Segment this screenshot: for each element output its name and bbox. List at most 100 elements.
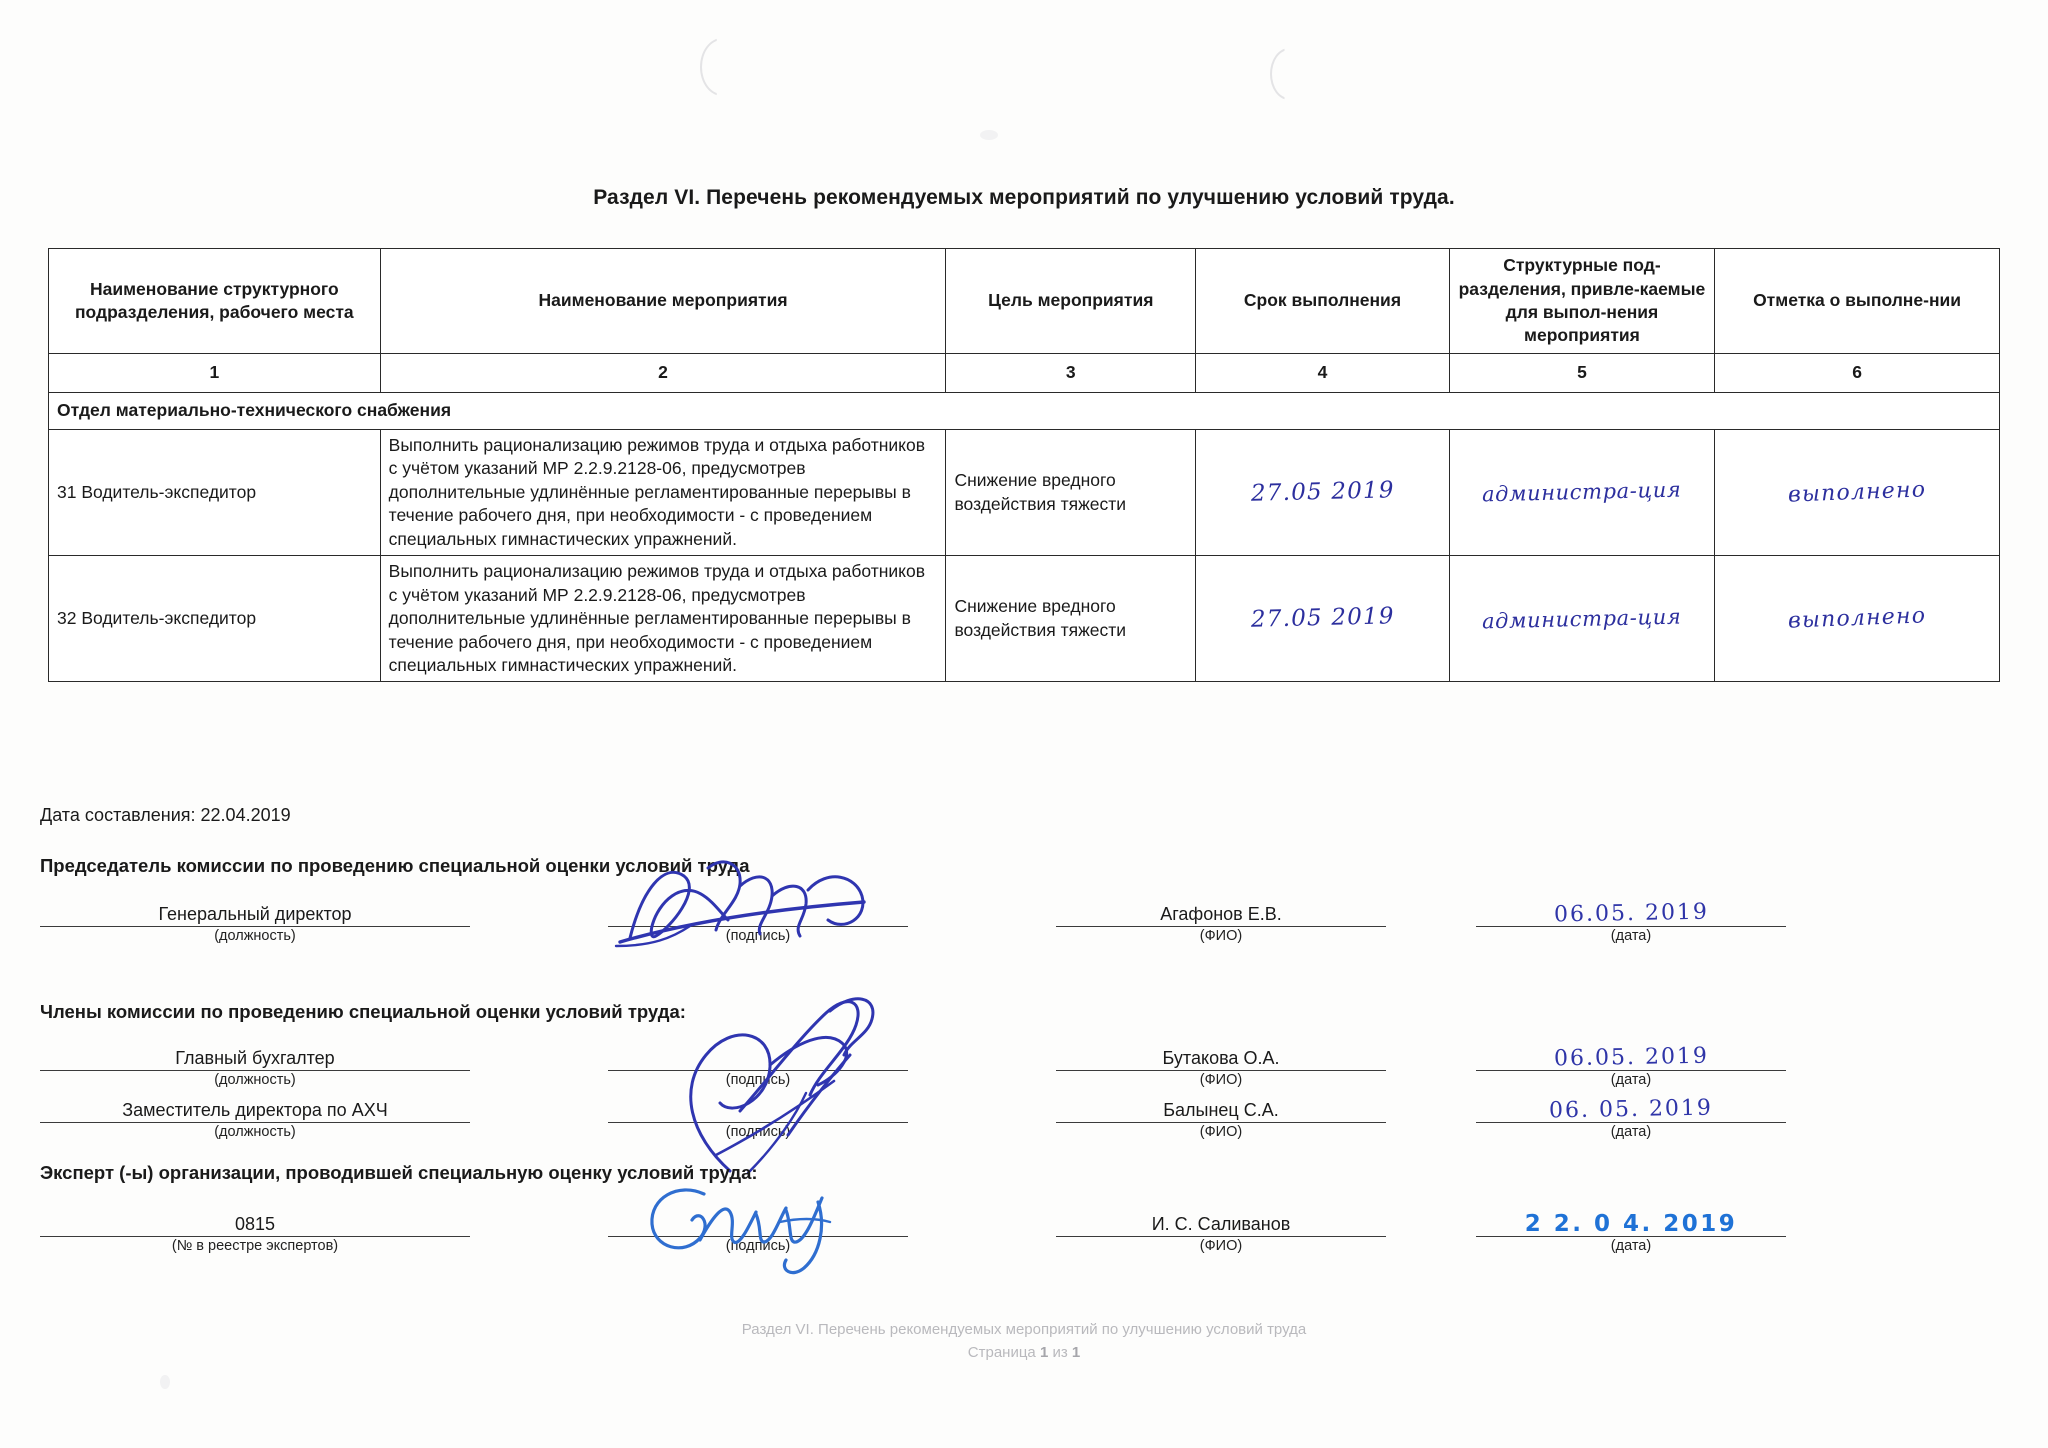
scan-artifact-arc — [700, 38, 717, 96]
column-number-6: 6 — [1714, 353, 2000, 393]
chairman-date-field: 06.05. 2019 (дата) — [1476, 899, 1786, 944]
table-header-row: Наименование структурного подразделения,… — [48, 248, 2000, 354]
signature-rule — [1056, 1236, 1386, 1237]
expert-signature-field: (подпись) — [608, 1212, 908, 1254]
date-caption: (дата) — [1610, 1238, 1652, 1254]
name-caption: (ФИО) — [1199, 1238, 1243, 1254]
signature-rule — [40, 926, 470, 927]
chairman-signature-mark — [608, 902, 908, 926]
signature-rule — [1476, 1236, 1786, 1237]
member-signature-row: Заместитель директора по АХЧ (должность)… — [40, 1095, 1786, 1140]
measures-table-wrapper: Наименование структурного подразделения,… — [48, 248, 2000, 683]
chairman-date: 06.05. 2019 — [1553, 899, 1709, 928]
handwritten-deadline: 27.05 2019 — [1250, 477, 1395, 507]
table-group-row: Отдел материально-технического снабжения — [48, 392, 2000, 430]
date-caption: (дата) — [1610, 1072, 1652, 1088]
expert-date-field: 2 2. 0 4. 2019 (дата) — [1476, 1212, 1786, 1254]
member-date: 06. 05. 2019 — [1548, 1095, 1714, 1124]
name-caption: (ФИО) — [1199, 1072, 1243, 1088]
name-caption: (ФИО) — [1199, 928, 1243, 944]
scan-artifact-smudge — [980, 130, 998, 140]
member-signature-mark — [608, 1046, 908, 1070]
member-position: Заместитель директора по АХЧ — [122, 1100, 388, 1120]
signature-rule — [608, 1236, 908, 1237]
handwritten-units: администра-ция — [1481, 604, 1682, 633]
signature-rule — [1056, 1070, 1386, 1071]
signature-rule — [1056, 1122, 1386, 1123]
footer-page-line: Страница 1 из 1 — [0, 1341, 2048, 1364]
cell-measure: Выполнить рационализацию режимов труда и… — [388, 435, 926, 549]
expert-name-field: И. С. Саливанов (ФИО) — [1056, 1212, 1386, 1254]
expert-date-stamp: 2 2. 0 4. 2019 — [1524, 1211, 1738, 1237]
member-name: Бутакова О.А. — [1162, 1048, 1280, 1068]
chairman-signature-row: Генеральный директор (должность) (подпис… — [40, 899, 1786, 944]
member-name: Балынец С.А. — [1163, 1100, 1279, 1120]
member-signature-field: (подпись) — [608, 1098, 908, 1140]
member-signature-row: Главный бухгалтер (должность) (подпись) … — [40, 1044, 1786, 1088]
member-date-field: 06. 05. 2019 (дата) — [1476, 1095, 1786, 1140]
chairman-heading: Председатель комиссии по проведению спец… — [40, 855, 750, 876]
cell-workplace: 31 Водитель-экспедитор — [48, 428, 381, 557]
member-signature-field: (подпись) — [608, 1046, 908, 1088]
page-footer: Раздел VI. Перечень рекомендуемых меропр… — [0, 1318, 2048, 1365]
compose-date: Дата составления: 22.04.2019 — [40, 805, 291, 825]
expert-registry-number: 0815 — [234, 1214, 276, 1234]
member-name-field: Бутакова О.А. (ФИО) — [1056, 1046, 1386, 1088]
position-caption: (должность) — [214, 1124, 296, 1140]
header-workplace: Наименование структурного подразделения,… — [48, 248, 381, 354]
signature-caption: (подпись) — [725, 928, 791, 944]
signature-rule — [40, 1122, 470, 1123]
chairman-name: Агафонов Е.В. — [1160, 904, 1282, 924]
signature-rule — [1476, 926, 1786, 927]
chairman-position: Генеральный директор — [158, 904, 352, 924]
signature-caption: (подпись) — [725, 1238, 791, 1254]
cell-measure: Выполнить рационализацию режимов труда и… — [388, 561, 926, 675]
member-position-field: Заместитель директора по АХЧ (должность) — [40, 1098, 470, 1140]
signature-rule — [608, 1070, 908, 1071]
header-completion: Отметка о выполне-нии — [1714, 248, 2000, 354]
header-measure: Наименование мероприятия — [379, 248, 947, 354]
footer-page-current: 1 — [1039, 1344, 1049, 1362]
column-number-4: 4 — [1195, 353, 1450, 393]
handwritten-completion: выполнено — [1787, 603, 1927, 634]
group-row-label: Отдел материально-технического снабжения — [48, 392, 2000, 430]
expert-heading: Эксперт (-ы) организации, проводившей сп… — [40, 1162, 758, 1183]
date-caption: (дата) — [1610, 1124, 1652, 1140]
member-position: Главный бухгалтер — [175, 1048, 335, 1068]
members-heading: Члены комиссии по проведению специальной… — [40, 1001, 686, 1022]
expert-signature-row: 0815 (№ в реестре экспертов) (подпись) И… — [40, 1212, 1786, 1254]
header-goal: Цель мероприятия — [945, 248, 1197, 354]
scan-artifact-smudge — [160, 1375, 170, 1389]
signature-rule — [40, 1236, 470, 1237]
cell-workplace: 32 Водитель-экспедитор — [48, 555, 381, 683]
column-number-3: 3 — [945, 353, 1197, 393]
footer-page-total: 1 — [1071, 1344, 1081, 1362]
column-number-5: 5 — [1448, 353, 1716, 393]
member-signature-mark — [608, 1098, 908, 1122]
signature-caption: (подпись) — [725, 1072, 791, 1088]
cell-goal: Снижение вредного воздействия тяжести — [945, 555, 1197, 683]
signature-rule — [608, 926, 908, 927]
member-date-field: 06.05. 2019 (дата) — [1476, 1044, 1786, 1088]
name-caption: (ФИО) — [1199, 1124, 1243, 1140]
measures-table: Наименование структурного подразделения,… — [48, 248, 2000, 683]
footer-page-middle: из — [1048, 1344, 1072, 1362]
registry-caption: (№ в реестре экспертов) — [171, 1238, 339, 1254]
header-deadline: Срок выполнения — [1195, 248, 1450, 354]
footer-page-prefix: Страница — [967, 1344, 1040, 1362]
column-number-2: 2 — [379, 353, 947, 393]
signature-rule — [1476, 1122, 1786, 1123]
handwritten-deadline: 27.05 2019 — [1250, 603, 1395, 634]
signature-rule — [1056, 926, 1386, 927]
position-caption: (должность) — [214, 928, 296, 944]
member-position-field: Главный бухгалтер (должность) — [40, 1046, 470, 1088]
header-units: Структурные под-разделения, привле-каемы… — [1448, 248, 1716, 354]
handwritten-completion: выполнено — [1787, 477, 1927, 508]
table-row: 32 Водитель-экспедитор Выполнить рациона… — [48, 555, 2000, 683]
column-number-row: 1 2 3 4 5 6 — [48, 353, 2000, 393]
signature-caption: (подпись) — [725, 1124, 791, 1140]
expert-registry-field: 0815 (№ в реестре экспертов) — [40, 1212, 470, 1254]
table-row: 31 Водитель-экспедитор Выполнить рациона… — [48, 428, 2000, 557]
column-number-1: 1 — [48, 353, 381, 393]
